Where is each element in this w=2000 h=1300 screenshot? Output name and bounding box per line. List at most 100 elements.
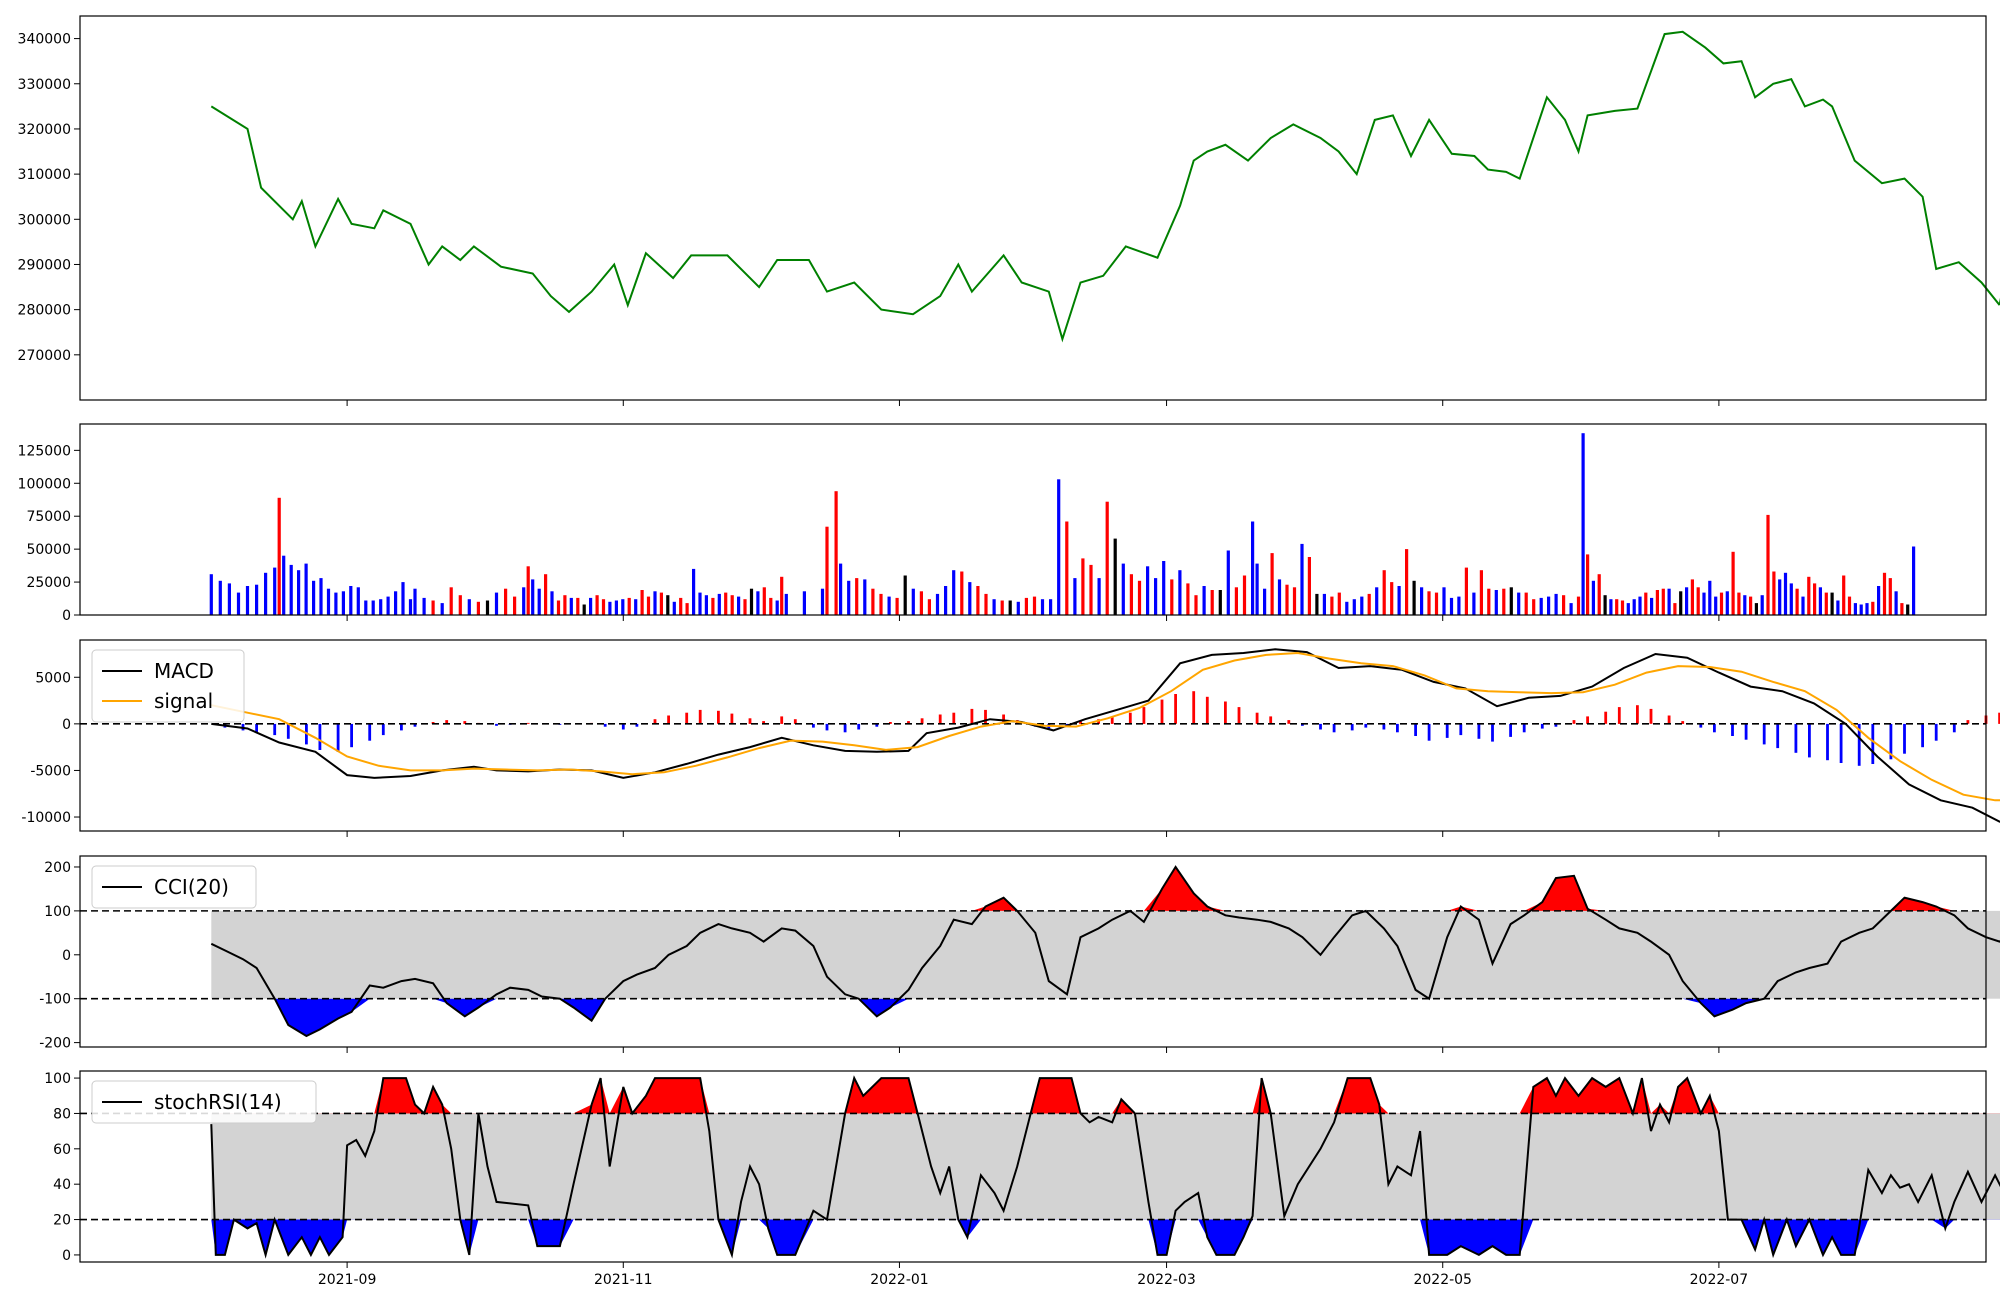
volume-bar: [1638, 596, 1642, 615]
volume-bar: [1322, 593, 1326, 615]
macd-histogram-bar: [857, 723, 861, 730]
macd-histogram-bar: [1889, 723, 1893, 760]
macd-histogram-bar: [1414, 723, 1417, 736]
volume-bar: [640, 590, 644, 615]
macd-histogram-bar: [1269, 716, 1273, 724]
volume-bar: [653, 591, 657, 615]
volume-bar: [522, 587, 526, 615]
volume-bar: [1008, 600, 1012, 615]
macd-histogram-bar: [1079, 721, 1082, 724]
price-panel-ytick-label: 320000: [18, 122, 71, 138]
volume-bar: [550, 591, 554, 615]
macd-histogram-bar: [1762, 723, 1766, 745]
volume-bar: [1129, 574, 1133, 615]
macd-histogram-bar: [952, 712, 956, 724]
volume-bar: [1714, 596, 1718, 615]
macd-histogram-bar: [1776, 723, 1780, 749]
volume-bar: [960, 571, 964, 615]
volume-bar: [1186, 583, 1190, 615]
price-panel-ytick-label: 290000: [18, 257, 71, 273]
macd-histogram-bar: [889, 722, 892, 724]
cci-panel-ytick-label: -200: [39, 1036, 71, 1052]
macd-histogram-bar: [1396, 723, 1399, 733]
volume-bar: [334, 592, 338, 615]
macd-panel-legend-label: signal: [154, 689, 213, 713]
macd-histogram-bar: [1255, 712, 1259, 724]
volume-bar: [672, 601, 676, 615]
volume-bar: [879, 593, 883, 615]
volume-bar: [1859, 604, 1863, 615]
volume-bar: [1673, 603, 1677, 615]
volume-bar: [1397, 586, 1401, 615]
macd-panel-legend-box: [91, 649, 245, 723]
macd-histogram-bar: [920, 718, 924, 724]
volume-bar: [1073, 578, 1077, 615]
volume-bar: [255, 584, 259, 615]
macd-histogram-bar: [1713, 723, 1716, 733]
volume-bar: [855, 578, 859, 615]
volume-panel: 0 25000 50000 75000 100000 125000: [18, 423, 1987, 624]
volume-bar: [1597, 574, 1601, 615]
volume-bar: [1760, 595, 1764, 615]
volume-bar: [871, 588, 875, 615]
volume-bar: [1772, 571, 1776, 615]
volume-bar: [544, 574, 548, 615]
volume-bar: [282, 555, 286, 615]
volume-bar: [1836, 600, 1840, 615]
volume-bar: [1360, 596, 1364, 615]
macd-histogram-bar: [907, 721, 910, 724]
volume-bar: [589, 597, 593, 615]
volume-bar: [1367, 593, 1371, 615]
price-panel-ytick-label: 330000: [18, 77, 71, 93]
volume-bar: [659, 592, 663, 615]
volume-bar: [1569, 603, 1573, 615]
macd-histogram-bar: [1445, 723, 1449, 738]
volume-panel-ytick-label: 50000: [26, 542, 71, 558]
price-panel-ytick-label: 270000: [18, 348, 71, 364]
macd-histogram-bar: [1934, 723, 1938, 741]
macd-histogram-bar: [793, 719, 797, 724]
volume-bar: [820, 588, 825, 615]
volume-bar: [704, 595, 708, 615]
volume-bar: [737, 596, 741, 615]
volume-bar: [227, 583, 231, 615]
macd-panel: -10000 -5000 0 5000 MACD signal: [21, 639, 2000, 832]
volume-bar: [1494, 590, 1498, 615]
volume-bar: [379, 599, 383, 615]
macd-histogram-bar: [1350, 723, 1354, 731]
volume-bar: [1210, 590, 1214, 615]
volume-bar: [839, 563, 843, 615]
cci-panel-ytick-label: 0: [62, 948, 71, 964]
volume-bar: [927, 599, 931, 615]
price-panel: 270000 280000 290000 300000 310000 320000 3300…: [18, 15, 2000, 401]
volume-bar: [1650, 597, 1654, 615]
volume-bar: [1270, 553, 1274, 615]
volume-bar: [1603, 595, 1607, 615]
volume-bar: [1576, 596, 1581, 615]
macd-histogram-bar: [812, 723, 815, 728]
macd-histogram-bar: [1205, 696, 1209, 724]
volume-bar: [349, 586, 353, 615]
volume-bar: [784, 593, 788, 615]
stochrsi-panel-legend-box: [91, 1080, 317, 1124]
volume-bar: [1539, 597, 1543, 615]
macd-histogram-bar: [1808, 723, 1811, 758]
volume-bar: [1226, 550, 1230, 615]
stochrsi-panel-overbought-fill: [211, 1078, 2000, 1114]
macd-histogram-bar: [603, 723, 607, 727]
volume-bar: [834, 491, 838, 615]
volume-bar: [717, 593, 721, 615]
volume-bar: [1330, 596, 1334, 615]
volume-bar: [1146, 566, 1150, 615]
volume-bar: [1783, 572, 1788, 615]
macd-histogram-bar: [1332, 723, 1336, 733]
macd-histogram-bar: [273, 723, 277, 736]
macd-panel-frame: [79, 639, 1987, 832]
volume-bar: [289, 564, 293, 615]
stochrsi-panel-ytick-label: 20: [53, 1213, 71, 1229]
cci-panel-ytick-label: -100: [39, 992, 71, 1008]
volume-bar: [1865, 603, 1869, 615]
volume-panel-ytick-label: 100000: [18, 476, 71, 492]
volume-bar: [1472, 592, 1476, 615]
macd-histogram-bar: [1319, 723, 1322, 730]
